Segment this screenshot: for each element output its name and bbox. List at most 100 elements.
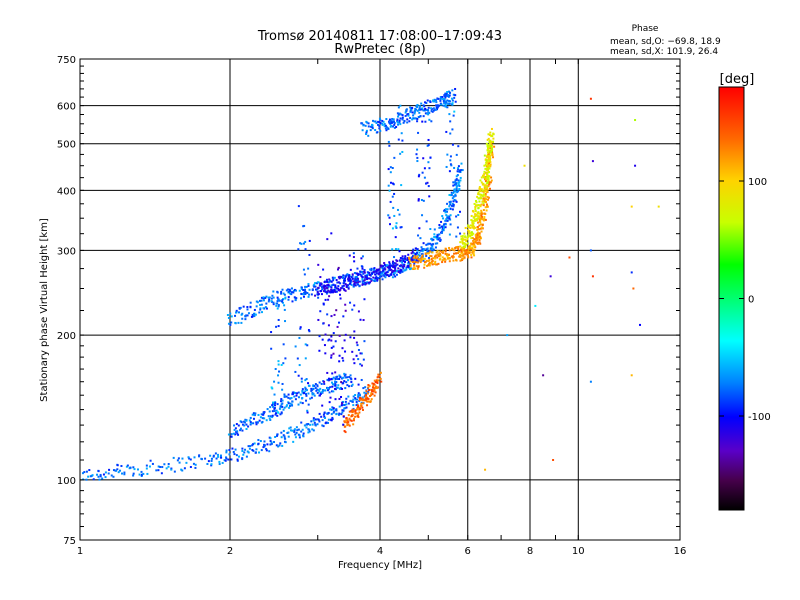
echo-point: [397, 106, 400, 109]
echo-point: [464, 226, 467, 229]
echo-point: [344, 275, 347, 278]
echo-point: [320, 391, 323, 394]
echo-point: [482, 199, 485, 202]
echo-point: [477, 207, 480, 210]
echo-point: [444, 104, 447, 107]
echo-point: [311, 423, 314, 426]
echo-point: [470, 237, 473, 240]
echo-point: [442, 259, 445, 262]
echo-point: [434, 257, 437, 260]
echo-point: [289, 402, 292, 405]
echo-point: [417, 258, 420, 261]
echo-point: [435, 106, 438, 109]
echo-point: [240, 321, 243, 324]
echo-point: [266, 443, 269, 446]
echo-point: [227, 433, 230, 436]
echo-point: [247, 451, 250, 454]
echo-point: [300, 421, 303, 424]
echo-point: [347, 277, 350, 280]
echo-point: [264, 296, 267, 299]
echo-point: [330, 346, 333, 349]
echo-point: [453, 252, 456, 255]
echo-point: [301, 428, 304, 431]
echo-point: [282, 292, 285, 295]
echo-point: [271, 414, 274, 417]
echo-point: [314, 424, 317, 427]
echo-point: [342, 409, 345, 412]
echo-point: [410, 259, 413, 262]
echo-point: [288, 406, 291, 409]
echo-point: [483, 188, 486, 191]
echo-point: [399, 265, 402, 268]
echo-point: [323, 411, 326, 414]
echo-point: [332, 332, 335, 335]
echo-point: [393, 156, 396, 159]
echo-point: [424, 107, 427, 110]
echo-point: [287, 393, 290, 396]
echo-point: [489, 181, 492, 184]
echo-point: [481, 218, 484, 221]
echo-point: [430, 258, 433, 261]
echo-point: [277, 374, 280, 377]
echo-point: [253, 442, 256, 445]
echo-point: [283, 435, 286, 438]
echo-point: [365, 274, 368, 277]
echo-point: [277, 298, 280, 301]
echo-point: [369, 129, 372, 132]
echo-point: [374, 386, 377, 389]
echo-point: [278, 299, 281, 302]
echo-point: [368, 384, 371, 387]
echo-point: [181, 457, 184, 460]
echo-point: [455, 153, 458, 156]
echo-point: [241, 449, 244, 452]
echo-point: [352, 409, 355, 412]
echo-point: [287, 402, 290, 405]
echo-point: [411, 111, 414, 114]
echo-point: [303, 424, 306, 427]
echo-point: [423, 167, 426, 170]
echo-point: [324, 333, 327, 336]
echo-point: [464, 246, 467, 249]
echo-point: [362, 282, 365, 285]
echo-point: [345, 403, 348, 406]
echo-point: [336, 386, 339, 389]
echo-point: [107, 472, 110, 475]
echo-point: [343, 430, 346, 433]
echo-point: [265, 419, 268, 422]
echo-point: [342, 287, 345, 290]
echo-point: [352, 417, 355, 420]
echo-point: [449, 163, 452, 166]
echo-point: [434, 246, 437, 249]
echo-point: [474, 213, 477, 216]
echo-point: [321, 419, 324, 422]
echo-point: [245, 427, 248, 430]
echo-point: [336, 268, 339, 271]
echo-point: [307, 329, 310, 332]
echo-point: [289, 426, 292, 429]
echo-point: [240, 421, 243, 424]
echo-point: [492, 132, 495, 135]
echo-point: [290, 397, 293, 400]
echo-point: [474, 240, 477, 243]
echo-point: [436, 250, 439, 253]
echo-point: [476, 238, 479, 241]
echo-point: [457, 190, 460, 193]
echo-point: [485, 186, 488, 189]
echo-point: [449, 223, 452, 226]
echo-point: [474, 199, 477, 202]
echo-point: [453, 188, 456, 191]
echo-point: [361, 280, 364, 283]
echo-point: [330, 356, 333, 359]
echo-point: [394, 262, 397, 265]
echo-point: [443, 98, 446, 101]
echo-point: [283, 395, 286, 398]
echo-point: [485, 209, 488, 212]
echo-point: [311, 393, 314, 396]
echo-point: [365, 129, 368, 132]
echo-point: [444, 223, 447, 226]
echo-point: [249, 305, 252, 308]
echo-point: [455, 235, 458, 238]
echo-point: [391, 182, 394, 185]
echo-point: [342, 415, 345, 418]
echo-point: [328, 290, 331, 293]
